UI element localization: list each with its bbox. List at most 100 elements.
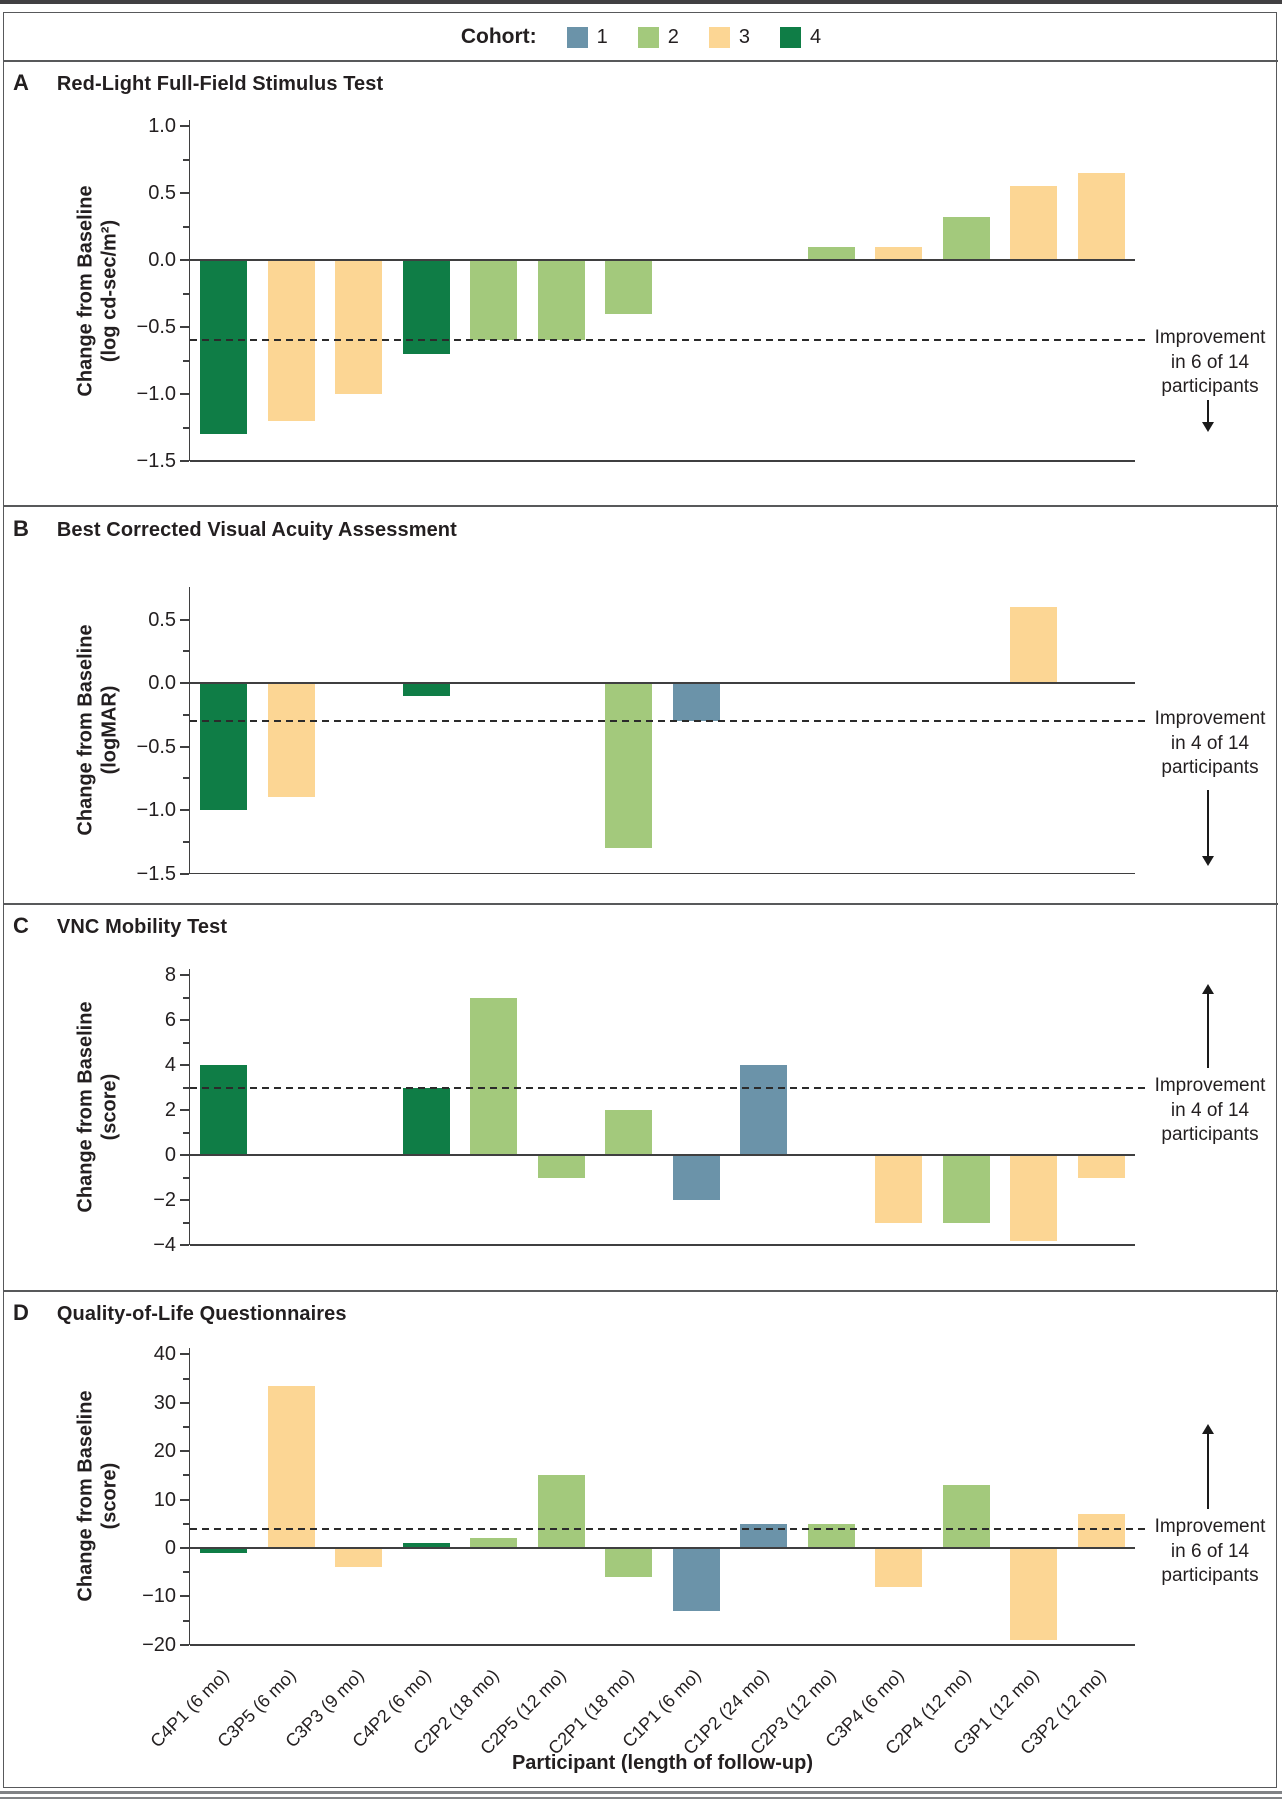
separator-c-d xyxy=(4,1290,1278,1292)
panel-letter: C xyxy=(13,913,29,938)
arrow-down-icon xyxy=(1207,790,1209,857)
legend-item-cohort-2: 2 xyxy=(637,26,679,49)
y-tick-label: −1.0 xyxy=(136,383,176,405)
y-major-tick xyxy=(180,1498,189,1501)
x-tick-label: C4P1 (6 mo) xyxy=(146,1665,233,1752)
y-major-tick xyxy=(180,1401,189,1404)
panel-c-header: C VNC Mobility Test xyxy=(13,913,227,939)
bar-c4p1 xyxy=(200,260,248,435)
improvement-threshold-line xyxy=(190,1527,1145,1530)
bottom-axis-line xyxy=(190,460,1135,462)
y-tick-label: 0.5 xyxy=(148,182,176,204)
y-axis-label-text: Change from Baseline xyxy=(75,624,98,836)
annotation-line: in 4 of 14 xyxy=(1170,1099,1250,1121)
bottom-axis-line xyxy=(190,872,1135,875)
bar-c4p2 xyxy=(402,260,450,354)
arrow-head-icon xyxy=(1202,856,1214,866)
y-minor-tick xyxy=(183,1176,189,1179)
bar-c3p4 xyxy=(875,246,923,260)
y-tick-label: 8 xyxy=(164,964,176,986)
y-tick-label: 4 xyxy=(164,1054,176,1076)
y-tick-label: −1.5 xyxy=(136,862,176,885)
bar-c3p1 xyxy=(1010,606,1058,683)
bar-c3p2 xyxy=(1077,172,1125,260)
annotation-line: in 4 of 14 xyxy=(1170,732,1250,754)
bar-c1p1 xyxy=(672,1155,720,1200)
cohort-4-swatch xyxy=(780,26,802,48)
panel-title: VNC Mobility Test xyxy=(56,916,228,938)
bar-c2p1 xyxy=(605,683,653,849)
bar-c3p1 xyxy=(1010,1155,1058,1241)
annotation-line: participants xyxy=(1161,376,1259,397)
annotation-line: in 6 of 14 xyxy=(1170,1540,1250,1562)
y-major-tick xyxy=(180,1450,189,1453)
bar-c3p5 xyxy=(267,1385,315,1548)
legend-item-label: 1 xyxy=(596,25,608,48)
y-major-tick xyxy=(180,809,189,811)
y-minor-tick xyxy=(183,1571,189,1574)
y-major-tick xyxy=(180,1199,189,1201)
y-major-tick xyxy=(180,1353,189,1356)
legend-item-label: 4 xyxy=(810,25,822,48)
y-axis-label-text: Change from Baseline xyxy=(75,1390,98,1602)
y-minor-tick xyxy=(183,996,189,999)
y-minor-tick xyxy=(183,1086,189,1089)
y-axis-line xyxy=(188,587,190,874)
arrow-head-icon xyxy=(1202,1424,1214,1434)
zero-line xyxy=(190,1154,1135,1156)
y-minor-tick xyxy=(183,1377,189,1380)
bar-c3p3 xyxy=(335,260,383,394)
bar-c2p4 xyxy=(942,1485,990,1548)
bar-c4p1 xyxy=(200,1548,248,1553)
y-major-tick xyxy=(180,745,189,748)
bar-c2p3 xyxy=(807,246,855,260)
bar-c2p2 xyxy=(470,260,518,341)
y-minor-tick xyxy=(183,1131,189,1134)
bar-c4p2 xyxy=(402,1543,450,1548)
y-major-tick xyxy=(180,1064,189,1066)
y-minor-tick xyxy=(183,359,189,362)
bar-c2p1 xyxy=(605,1110,653,1155)
bar-c2p1 xyxy=(605,260,653,314)
zero-line xyxy=(190,1547,1135,1549)
y-axis-unit-text: (log cd-sec/m²) xyxy=(99,219,122,362)
annotation-line: Improvement xyxy=(1154,1075,1266,1096)
y-tick-label: 6 xyxy=(164,1009,176,1031)
bottom-rule xyxy=(0,1791,1282,1794)
cohort-1-swatch xyxy=(566,26,588,48)
y-tick-label: 0 xyxy=(164,1537,176,1559)
legend-item-cohort-4: 4 xyxy=(780,26,821,49)
y-minor-tick xyxy=(183,426,189,429)
y-minor-tick xyxy=(183,1426,189,1428)
y-tick-label: 0.5 xyxy=(148,608,176,631)
y-tick-label: −0.5 xyxy=(136,316,176,338)
annotation-line: participants xyxy=(1161,1565,1259,1586)
bar-c3p2 xyxy=(1077,1155,1125,1178)
separator-legend xyxy=(4,60,1278,62)
bar-c2p1 xyxy=(605,1548,653,1578)
y-tick-label: −4 xyxy=(153,1234,176,1256)
y-tick-label: 1.0 xyxy=(148,115,176,137)
panel-b-header: B Best Corrected Visual Acuity Assessmen… xyxy=(13,516,457,542)
panel-title: Best Corrected Visual Acuity Assessment xyxy=(56,519,457,541)
bar-c4p1 xyxy=(200,1065,248,1155)
cohort-2-swatch xyxy=(637,26,659,48)
y-major-tick xyxy=(180,1154,189,1156)
y-minor-tick xyxy=(183,158,189,161)
bar-c3p2 xyxy=(1077,1514,1125,1548)
panel-letter: B xyxy=(13,516,29,541)
annotation-line: participants xyxy=(1161,1124,1259,1145)
panel-a-improvement-annotation: Improvement in 6 of 14 participants xyxy=(1140,326,1280,400)
y-major-tick xyxy=(180,1109,189,1111)
bar-c4p2 xyxy=(402,683,450,696)
bar-c3p1 xyxy=(1010,1548,1058,1640)
y-major-tick xyxy=(180,1547,189,1549)
improvement-threshold-line xyxy=(190,1086,1145,1089)
bar-c3p1 xyxy=(1010,186,1058,260)
annotation-line: Improvement xyxy=(1154,327,1266,348)
cohort-3-swatch xyxy=(708,26,730,48)
arrow-head-icon xyxy=(1202,422,1214,432)
bar-c2p5 xyxy=(537,1155,585,1178)
y-axis-line xyxy=(188,120,190,461)
annotation-line: Improvement xyxy=(1154,708,1266,729)
